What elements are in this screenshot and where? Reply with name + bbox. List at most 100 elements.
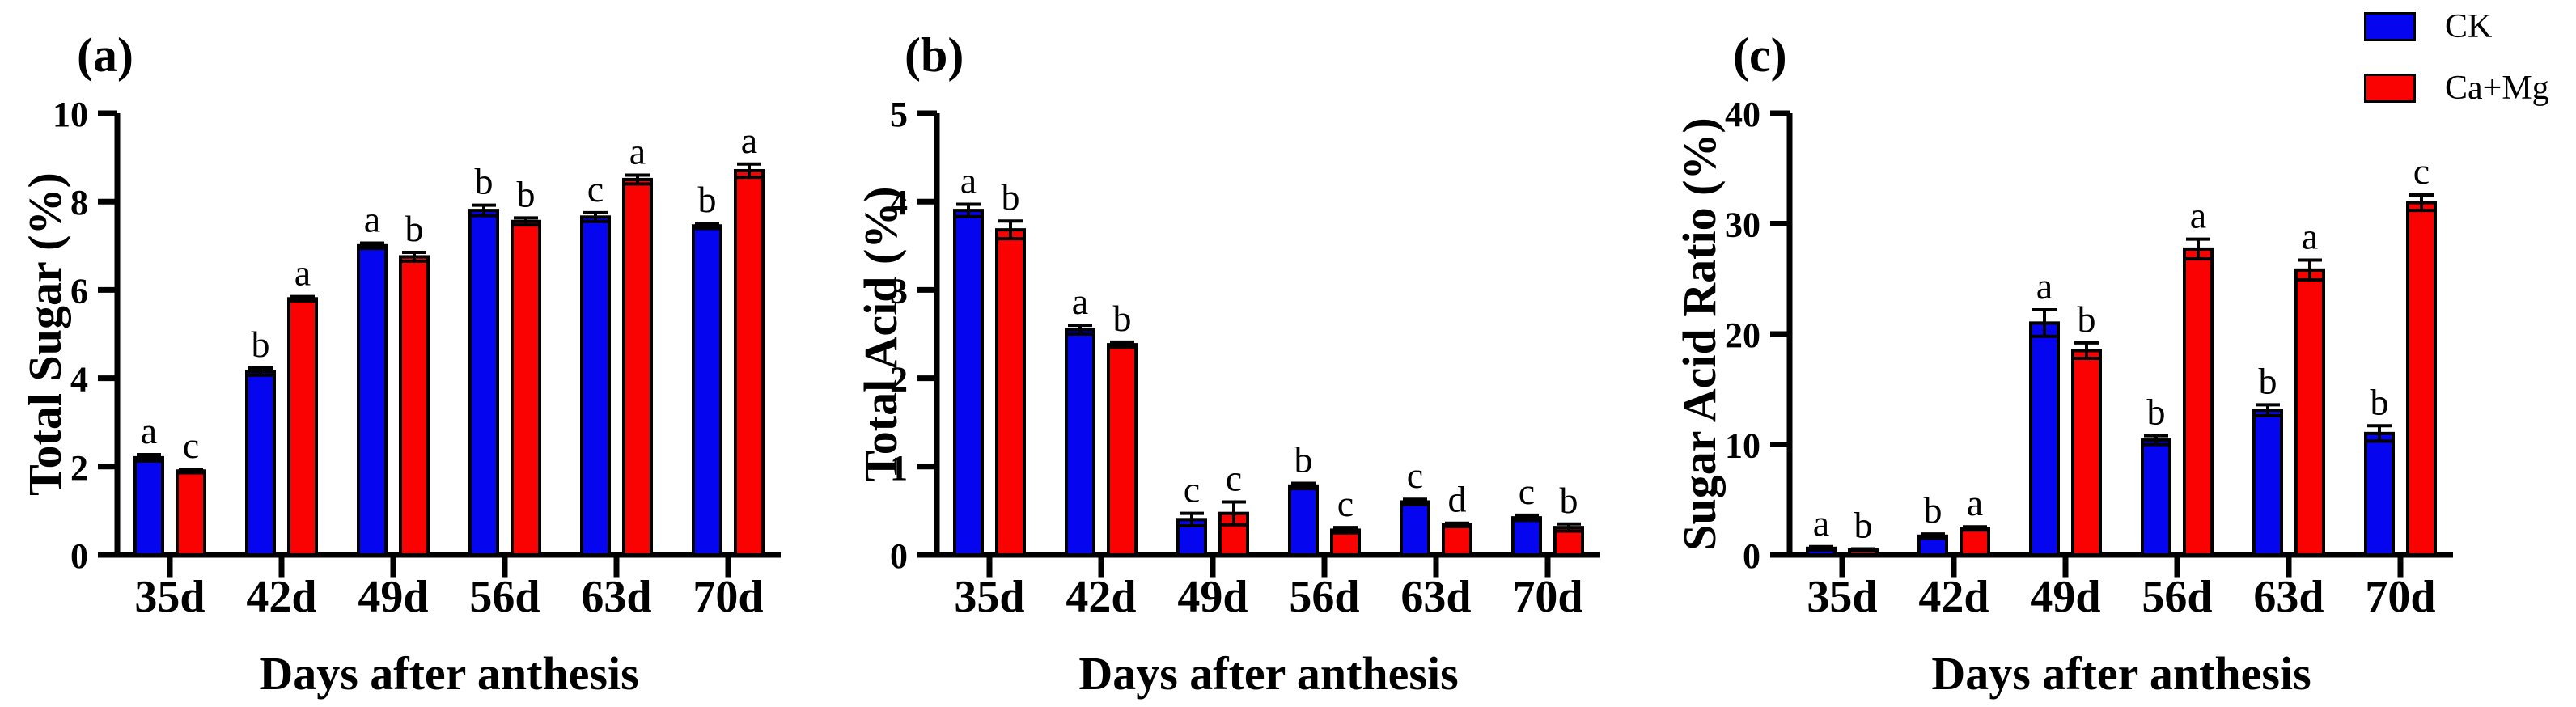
bar-CK-56d: [468, 209, 499, 557]
sig-letter: b: [517, 173, 536, 214]
sig-letter: a: [629, 130, 646, 171]
x-tick-label: 42d: [1918, 572, 1989, 622]
sig-letter: b: [1924, 489, 1943, 531]
bar-CK-49d: [2029, 321, 2060, 557]
y-axis-title: Total Acid (%): [854, 186, 907, 481]
bar-Ca+Mg-42d: [1960, 527, 1990, 557]
sig-letter: a: [2190, 195, 2206, 236]
sig-letter: c: [183, 425, 199, 466]
y-tick-label: 5: [890, 95, 908, 134]
bar-Ca+Mg-70d: [2406, 201, 2437, 557]
y-tick-label: 8: [70, 183, 88, 222]
bar-CK-63d: [1400, 500, 1430, 557]
sig-letter: c: [1337, 483, 1354, 524]
sig-letter: b: [475, 161, 494, 202]
y-axis-title: Sugar Acid Ratio (%): [1673, 117, 1726, 550]
bar-CK-70d: [2364, 431, 2395, 557]
sig-letter: b: [2147, 392, 2166, 433]
y-tick-label: 0: [890, 536, 908, 576]
sig-letter: c: [1226, 457, 1242, 498]
sig-letter: b: [2259, 360, 2277, 401]
bar-Ca+Mg-35d: [176, 469, 206, 557]
sig-letter: b: [1560, 480, 1578, 521]
x-tick-label: 35d: [134, 572, 205, 622]
x-axis-title: Days after anthesis: [1078, 647, 1458, 700]
sig-letter: b: [2371, 381, 2389, 422]
x-tick-label: 35d: [1807, 572, 1877, 622]
y-tick-label: 10: [1725, 426, 1760, 466]
x-tick-label: 42d: [1066, 572, 1136, 622]
bar-Ca+Mg-70d: [734, 168, 765, 557]
sig-letter: a: [141, 410, 157, 451]
x-tick-label: 70d: [1512, 572, 1582, 622]
panel-label: (c): [1733, 28, 1787, 82]
y-tick-label: 2: [70, 448, 88, 488]
y-tick-label: 20: [1725, 315, 1760, 355]
bar-CK-63d: [580, 215, 611, 557]
sig-letter: d: [1448, 479, 1467, 520]
x-tick-label: 49d: [1177, 572, 1248, 622]
sig-letter: a: [1072, 281, 1088, 322]
legend-swatch-ck: [2364, 12, 2416, 42]
x-tick-label: 70d: [2365, 572, 2435, 622]
sig-letter: a: [1813, 502, 1829, 544]
bar-Ca+Mg-42d: [287, 297, 318, 557]
sig-letter: b: [1294, 439, 1313, 481]
sig-letter: c: [1407, 455, 1423, 496]
x-tick-label: 70d: [693, 572, 763, 622]
x-axis-title: Days after anthesis: [1931, 647, 2311, 700]
x-tick-label: 56d: [2142, 572, 2212, 622]
x-tick-label: 49d: [358, 572, 428, 622]
sig-letter: c: [1184, 469, 1200, 510]
x-tick-label: 63d: [2253, 572, 2324, 622]
bar-CK-70d: [692, 224, 722, 557]
panel-label: (b): [905, 28, 964, 82]
x-axis-title: Days after anthesis: [259, 647, 638, 700]
bar-Ca+Mg-35d: [995, 228, 1026, 557]
sig-letter: b: [1002, 176, 1020, 218]
y-tick-label: 30: [1725, 205, 1760, 245]
bar-Ca+Mg-56d: [511, 219, 541, 557]
bar-Ca+Mg-63d: [1442, 523, 1472, 557]
y-tick-label: 3: [890, 271, 908, 311]
y-tick-label: 0: [1743, 536, 1760, 576]
legend-label-camg: Ca+Mg: [2445, 70, 2549, 108]
y-tick-label: 2: [890, 360, 908, 400]
sig-letter: c: [587, 168, 604, 210]
legend: CK Ca+Mg: [2364, 8, 2549, 107]
sig-letter: a: [294, 252, 311, 294]
sig-letter: a: [960, 159, 977, 201]
y-tick-label: 1: [890, 448, 908, 488]
bar-CK-35d: [953, 209, 984, 557]
x-tick-label: 56d: [469, 572, 540, 622]
x-tick-label: 56d: [1289, 572, 1359, 622]
y-tick-label: 4: [70, 360, 88, 400]
panel-label: (a): [77, 28, 133, 82]
y-axis-title: Total Sugar (%): [19, 172, 71, 496]
bar-Ca+Mg-42d: [1107, 343, 1138, 557]
sig-letter: a: [364, 199, 380, 240]
sig-letter: b: [2078, 298, 2096, 340]
bar-Ca+Mg-49d: [2071, 349, 2102, 557]
bar-CK-49d: [357, 243, 388, 557]
bar-CK-42d: [1065, 328, 1095, 557]
sig-letter: b: [1854, 504, 1873, 545]
x-tick-label: 63d: [1400, 572, 1471, 622]
y-tick-label: 0: [70, 536, 88, 576]
x-tick-label: 63d: [581, 572, 651, 622]
sig-letter: c: [1519, 471, 1535, 512]
bar-CK-56d: [2141, 438, 2171, 557]
sig-letter: b: [252, 324, 270, 365]
bar-Ca+Mg-56d: [2183, 247, 2214, 557]
bar-Ca+Mg-63d: [622, 177, 653, 557]
sig-letter: a: [2302, 216, 2318, 257]
sig-letter: b: [698, 179, 717, 220]
sig-letter: a: [1967, 482, 1983, 523]
bar-CK-35d: [133, 455, 164, 557]
sig-letter: a: [2036, 265, 2053, 307]
sig-letter: b: [1113, 298, 1132, 339]
x-tick-label: 42d: [246, 572, 316, 622]
x-tick-label: 35d: [954, 572, 1024, 622]
